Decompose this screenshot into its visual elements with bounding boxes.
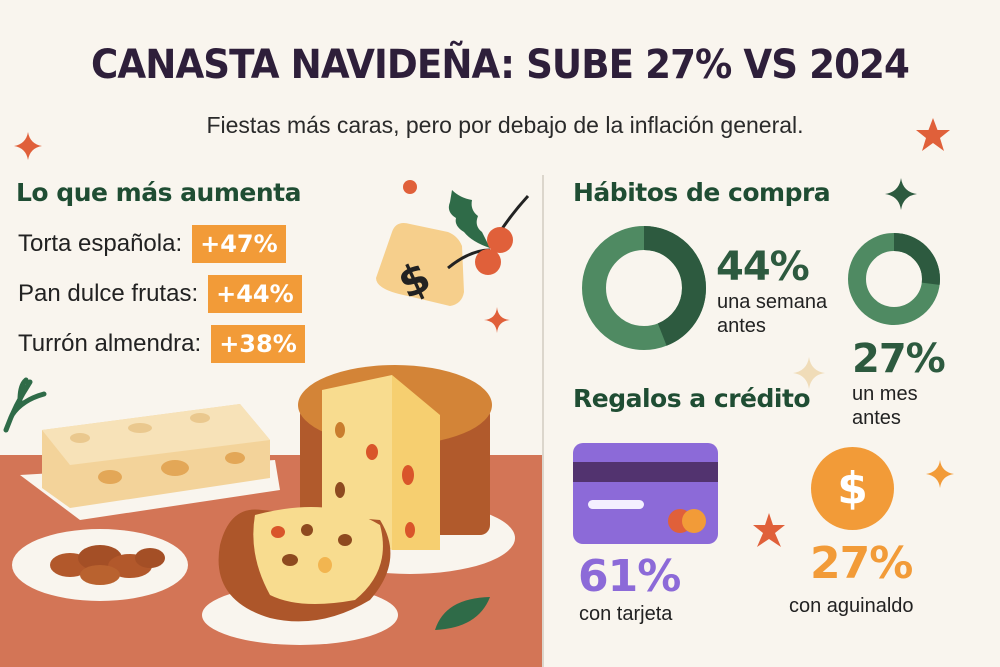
- sparkle-icon: [484, 307, 510, 333]
- increases-heading: Lo que más aumenta: [16, 178, 301, 207]
- sparkle-icon: [885, 178, 917, 210]
- sparkle-icon: [14, 132, 42, 160]
- increase-badge: +38%: [211, 325, 305, 363]
- dollar-symbol: $: [837, 463, 868, 514]
- month-percent: 27%: [852, 336, 946, 382]
- credit-card-icon: [573, 443, 718, 544]
- price-tag-illustration: $: [376, 190, 530, 308]
- habits-heading: Hábitos de compra: [573, 178, 831, 207]
- increase-label: Turrón almendra:: [18, 330, 202, 357]
- sparkle-icon: [793, 357, 825, 389]
- increase-badge: +44%: [208, 275, 302, 313]
- sparkle-icon: [926, 460, 954, 488]
- card-caption: con tarjeta: [579, 603, 673, 625]
- turron-illustration: [20, 404, 280, 520]
- coin-icon: $: [811, 447, 894, 530]
- month-caption-line1: un mes: [852, 383, 918, 405]
- card-percent: 61%: [578, 551, 681, 602]
- month-caption-line2: antes: [852, 407, 901, 429]
- leaf-icon: [435, 597, 490, 630]
- page-subtitle: Fiestas más caras, pero por debajo de la…: [206, 112, 804, 138]
- increase-item: Pan dulce frutas: +44%: [18, 275, 302, 313]
- section-divider: [542, 175, 544, 667]
- increase-item: Torta española: +47%: [18, 225, 286, 263]
- page-title: CANASTA NAVIDEÑA: SUBE 27% VS 2024: [91, 42, 910, 88]
- week-percent: 44%: [716, 244, 810, 290]
- increase-label: Torta española:: [18, 230, 183, 257]
- increase-label: Pan dulce frutas:: [18, 280, 199, 307]
- increase-badge: +47%: [192, 225, 286, 263]
- donut-chart-week: [582, 226, 706, 350]
- donut-chart-month: [848, 233, 940, 325]
- week-caption-line2: antes: [717, 315, 766, 337]
- week-caption-line1: una semana: [717, 291, 828, 313]
- food-illustration: [0, 365, 543, 667]
- bonus-percent: 27%: [810, 538, 913, 589]
- pan-dulce-illustration: [202, 365, 515, 645]
- holly-icon: [448, 190, 530, 275]
- star-icon: [753, 513, 785, 547]
- leaf-icon: [3, 377, 47, 433]
- almonds-plate-illustration: [12, 529, 188, 601]
- bonus-caption: con aguinaldo: [789, 595, 914, 617]
- credit-heading: Regalos a crédito: [573, 384, 811, 413]
- star-icon: [916, 118, 950, 151]
- decorative-dot: [403, 180, 417, 194]
- increase-item: Turrón almendra: +38%: [18, 325, 305, 363]
